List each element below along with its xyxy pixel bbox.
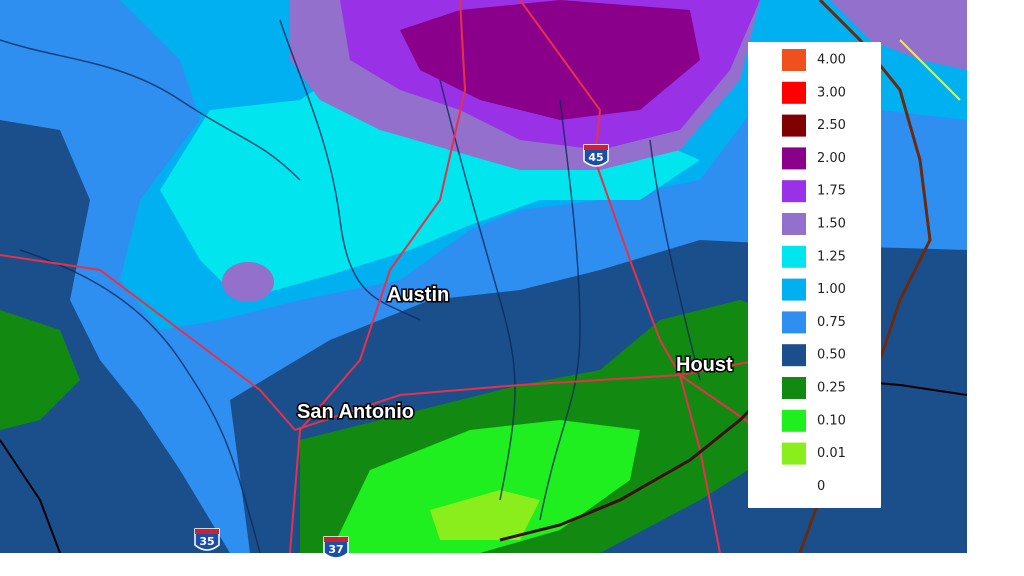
legend-swatch [782,409,806,432]
legend-swatch [782,213,806,235]
legend-label: 3.00 [817,85,846,100]
legend-box [748,42,881,508]
highway-shield [323,536,349,559]
legend-swatch [782,81,806,104]
city-label: Houst [676,354,733,376]
legend-label: 0.01 [817,446,846,461]
legend-label: 2.00 [817,151,846,166]
shield-top [584,145,608,150]
legend-label: 1.25 [817,249,846,264]
shield-label: 35 [199,535,214,548]
legend-swatch [782,114,806,137]
shield-label: 45 [588,151,603,164]
shield-top [195,529,219,534]
legend-swatch [782,180,806,203]
legend-swatch [782,442,806,465]
highway-shield [194,528,220,551]
legend-swatch [782,278,806,301]
legend-swatch [782,311,806,334]
legend-label: 0 [817,479,825,494]
legend-swatch [782,49,806,71]
legend-swatch [782,344,806,367]
legend-label: 4.00 [817,53,846,68]
shield-label: 37 [328,543,343,556]
highway-shield [583,144,609,167]
legend-label: 1.75 [817,184,846,199]
shield-top [324,537,348,542]
legend-label: 1.00 [817,282,846,297]
legend-label: 0.75 [817,315,846,330]
legend-swatch [782,147,806,170]
city-label: San Antonio [297,401,414,423]
legend-label: 0.25 [817,381,846,396]
legend-label: 1.50 [817,217,846,232]
legend-label: 0.10 [817,413,846,428]
legend-swatch [782,245,806,268]
legend-label: 0.50 [817,348,846,363]
legend-label: 2.50 [817,118,846,133]
legend-swatch [782,377,806,399]
city-label: Austin [387,284,449,306]
